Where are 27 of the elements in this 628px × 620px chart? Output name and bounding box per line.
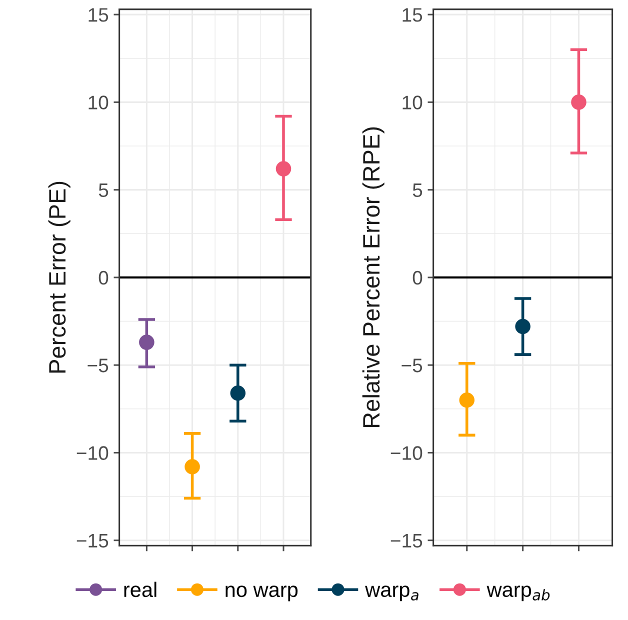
point: [276, 161, 292, 176]
y-tick-label: −15: [76, 534, 108, 548]
y-tick-label: 10: [402, 96, 422, 110]
y-tick-label: 15: [402, 8, 422, 22]
y-tick-label: 5: [98, 183, 108, 198]
y-tick-label: 15: [88, 8, 108, 22]
y-tick-label: −5: [402, 358, 422, 372]
point: [459, 392, 475, 408]
point: [571, 94, 586, 110]
y-axis-title: Percent Error (PE): [48, 182, 70, 373]
point: [139, 334, 154, 350]
y-tick-label: −5: [88, 358, 108, 372]
point: [515, 318, 530, 334]
y-tick-label: 5: [412, 183, 422, 198]
legend-label: warp$_{a}$: [365, 586, 418, 602]
legend-label: warp$_{ab}$: [486, 586, 550, 602]
point: [184, 459, 200, 474]
y-tick-label: 10: [88, 96, 108, 110]
y-tick-label: −10: [76, 446, 108, 460]
legend-label: real: [124, 582, 156, 598]
y-axis-title: Relative Percent Error (RPE): [362, 127, 384, 428]
y-tick-label: 0: [98, 270, 108, 285]
point: [230, 385, 246, 401]
legend-label: no warp: [226, 586, 298, 602]
y-tick-label: −10: [390, 446, 422, 460]
y-tick-label: 0: [412, 270, 422, 285]
y-tick-label: −15: [390, 534, 422, 548]
